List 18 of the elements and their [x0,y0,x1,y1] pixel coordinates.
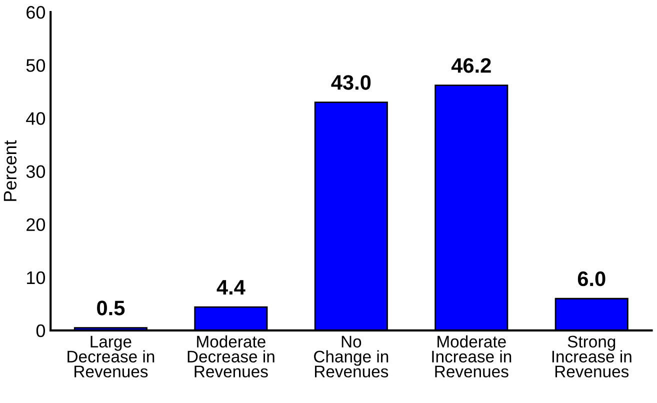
data-label: 6.0 [578,271,606,286]
x-tick-label: Moderate Increase in Revenues [432,335,512,378]
x-tick-label: Strong Increase in Revenues [552,336,632,378]
x-tick-label: Moderate Decrease in Revenues [188,335,274,378]
y-tick-label: 50 [26,59,46,72]
y-tick-label: 30 [26,165,46,178]
y-axis-title: Percent [4,140,17,201]
y-tick-label: 20 [26,218,46,232]
y-tick-label: 60 [26,6,46,19]
data-label: 4.4 [216,280,246,294]
x-tick-label: Large Decrease in Revenues [68,336,154,378]
data-label: 46.2 [451,58,491,73]
data-label: 0.5 [97,300,125,316]
y-tick-label: 40 [26,112,46,125]
data-label: 43.0 [331,75,371,90]
x-tick-label: No Change in Revenues [314,336,388,378]
y-tick-label: 10 [27,271,46,284]
y-tick-label: 0 [36,324,46,338]
